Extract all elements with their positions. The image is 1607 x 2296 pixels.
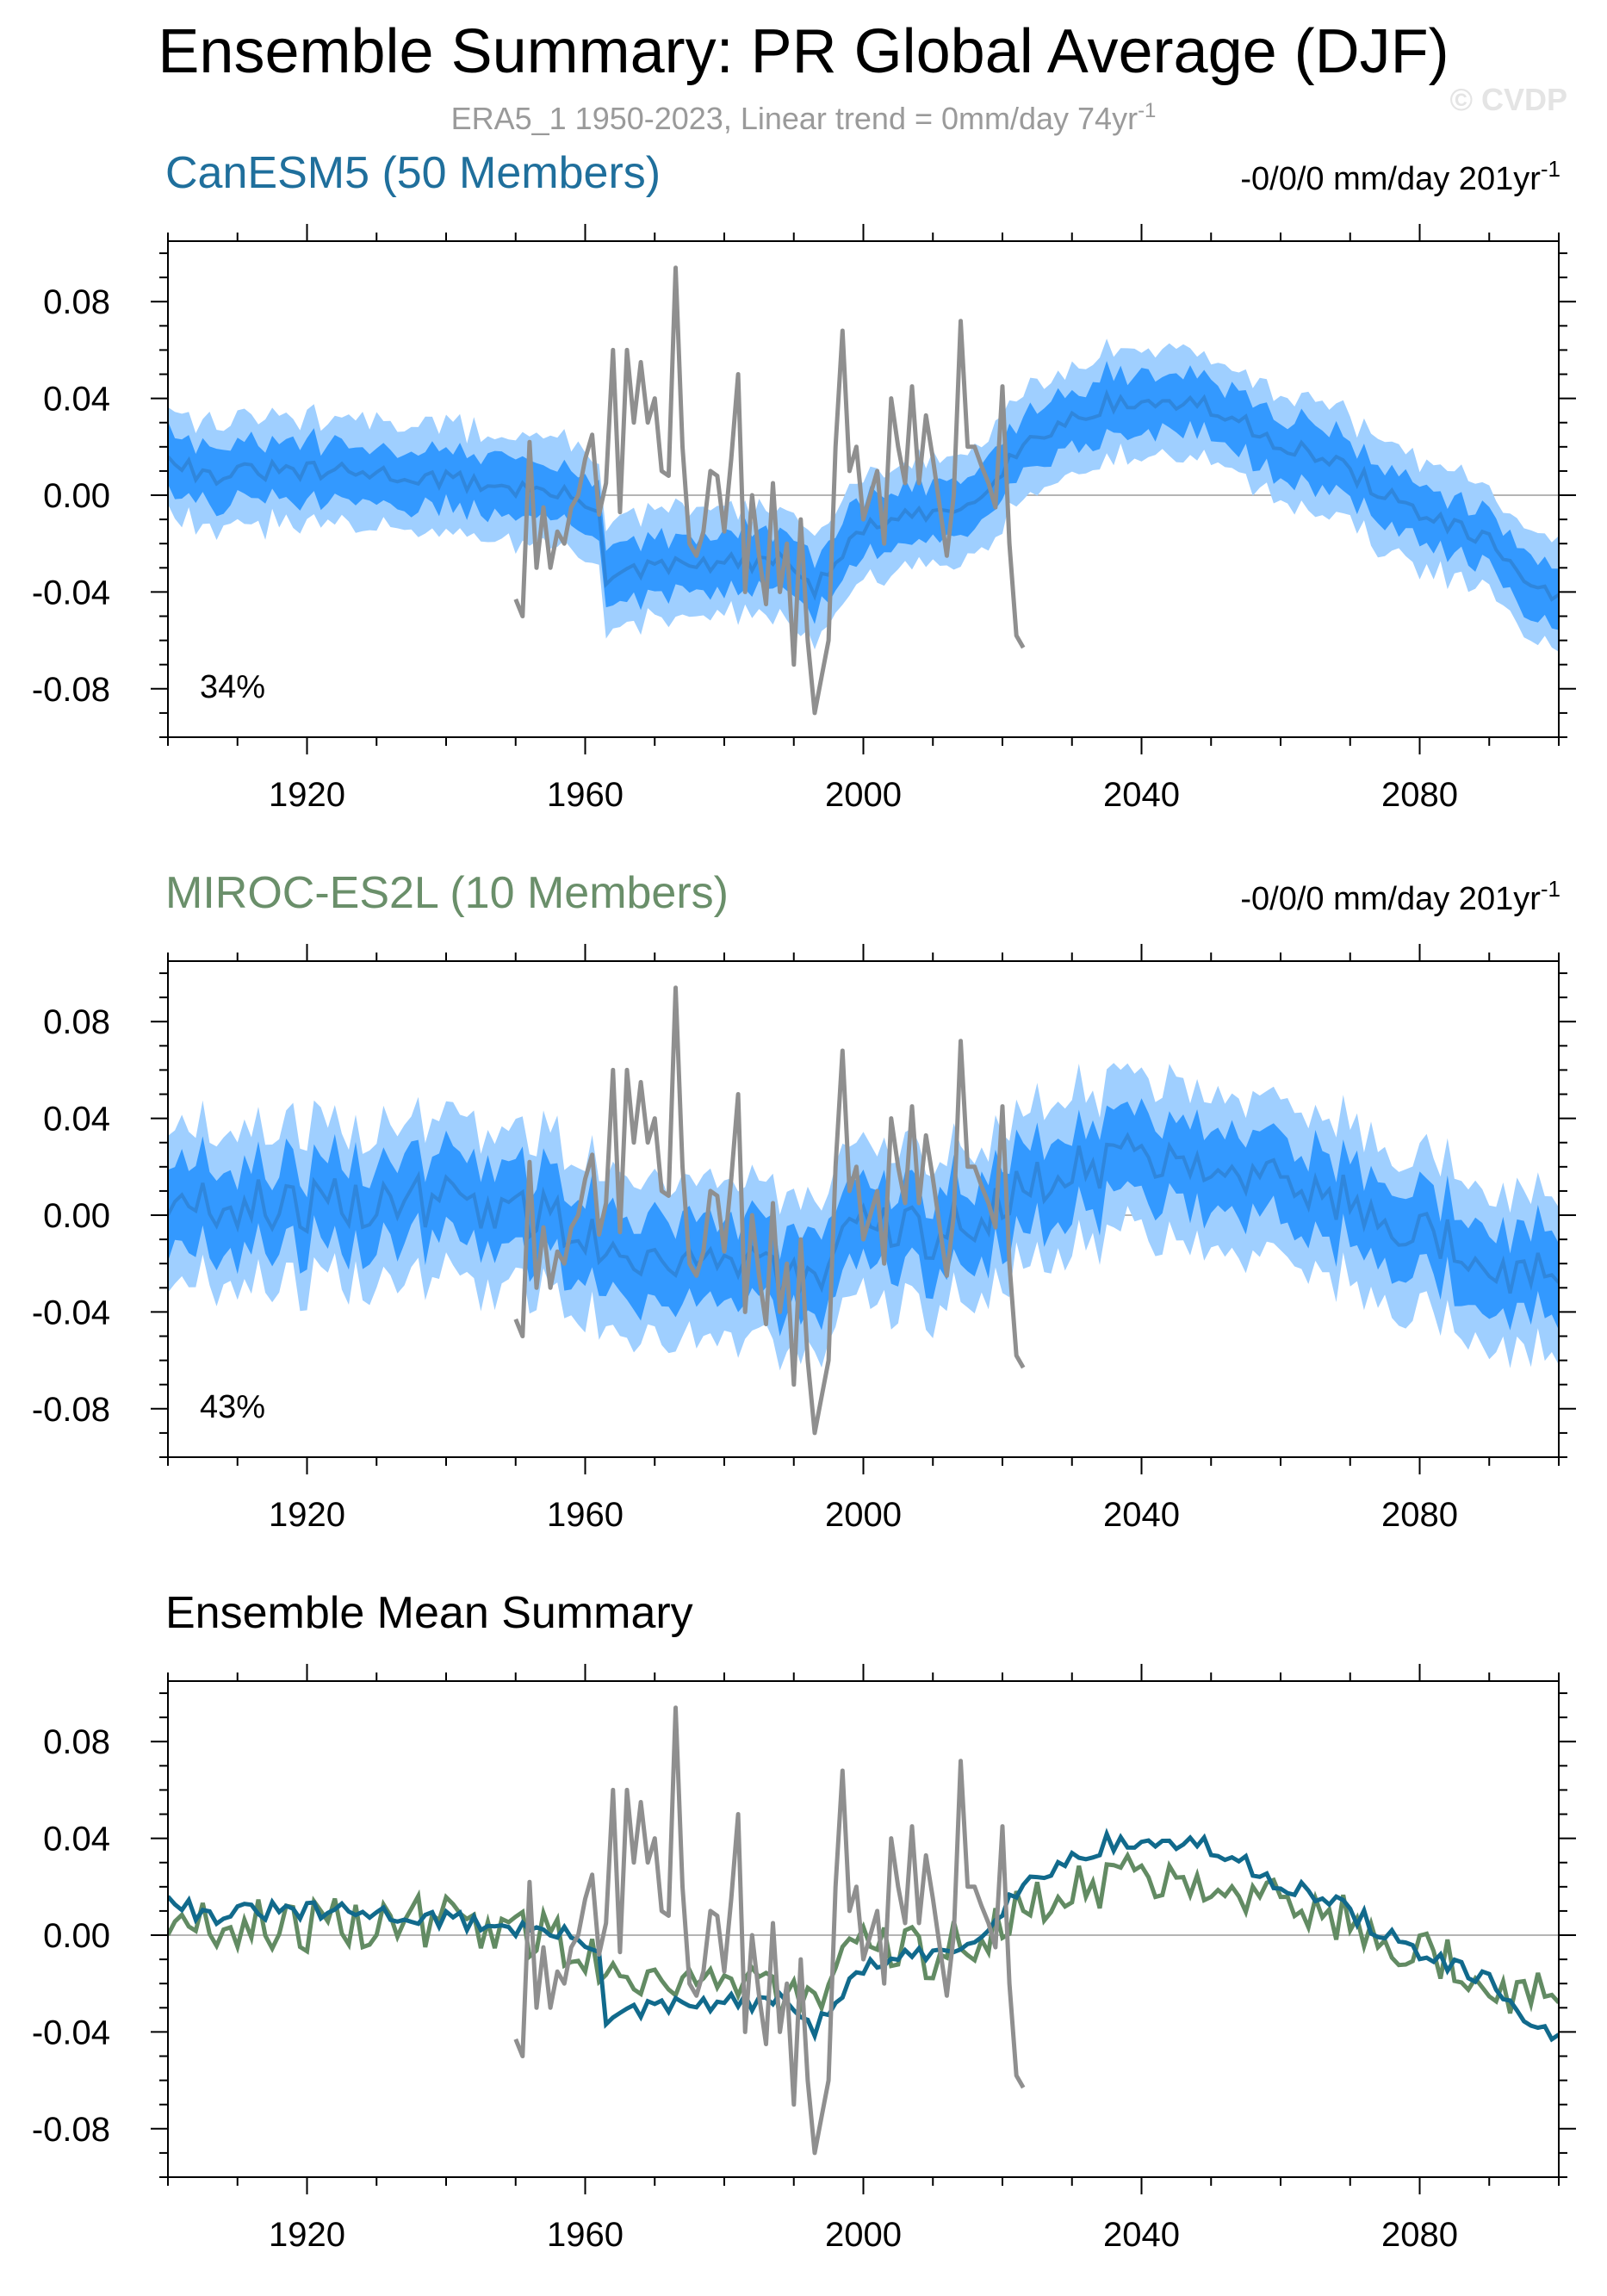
cvdp-watermark: © CVDP: [1449, 82, 1567, 117]
x-tick-label: 2000: [825, 1496, 902, 1534]
y-tick-label: 0.08: [43, 283, 110, 321]
trend-label-superscript: -1: [1541, 876, 1560, 902]
subtitle-superscript: -1: [1138, 99, 1156, 122]
y-tick-label: 0.00: [43, 1197, 110, 1235]
x-tick-label: 1960: [547, 776, 624, 814]
panel-miroc-es2l: MIROC-ES2L (10 Members) -0/0/0 mm/day 201…: [32, 868, 1576, 1534]
canesm5-mean-line: [168, 1827, 1559, 2043]
x-tick-label: 2040: [1103, 2216, 1180, 2254]
y-tick-label: -0.04: [32, 1294, 110, 1331]
x-tick-label: 2080: [1381, 2216, 1458, 2254]
y-tick-label: -0.04: [32, 2014, 110, 2051]
figure-title: Ensemble Summary: PR Global Average (DJF…: [158, 17, 1449, 86]
plot-area: [168, 1705, 1559, 2156]
percent-label: 34%: [200, 669, 265, 705]
y-tick-label: 0.08: [43, 1723, 110, 1761]
obs-era5-line: [513, 1705, 1026, 2156]
y-tick-label: 0.08: [43, 1003, 110, 1041]
x-tick-label: 2040: [1103, 1496, 1180, 1534]
miroc-es2l-mean-line: [168, 1851, 1559, 2018]
panel-title: MIROC-ES2L (10 Members): [165, 868, 729, 918]
panel-title: Ensemble Mean Summary: [165, 1588, 693, 1638]
panel-title: CanESM5 (50 Members): [165, 148, 661, 198]
plot-area: [168, 265, 1559, 716]
trend-label: -0/0/0 mm/day 201yr-1: [1240, 876, 1560, 917]
plot-area: [168, 985, 1559, 1436]
x-tick-label: 1920: [269, 1496, 345, 1534]
x-tick-label: 1960: [547, 2216, 624, 2254]
figure-subtitle: ERA5_1 1950-2023, Linear trend = 0mm/day…: [451, 99, 1157, 136]
x-tick-label: 2040: [1103, 776, 1180, 814]
panel-ensemble-mean-summary: Ensemble Mean Summary 0.08 0.04 0.00 -0.04 -0…: [32, 1588, 1576, 2254]
trend-label-text: -0/0/0 mm/day 201yr: [1240, 161, 1541, 197]
ensemble-mean-line: [168, 388, 1559, 602]
obs-era5-line: [513, 985, 1026, 1436]
x-tick-label: 2080: [1381, 1496, 1458, 1534]
x-tick-label: 1960: [547, 1496, 624, 1534]
y-tick-label: 0.04: [43, 1101, 110, 1139]
panel-canesm5: CanESM5 (50 Members) -0/0/0 mm/day 201yr-…: [32, 148, 1576, 814]
x-tick-label: 1920: [269, 776, 345, 814]
y-tick-label: -0.08: [32, 1391, 110, 1429]
y-tick-label: 0.00: [43, 1917, 110, 1955]
y-tick-label: 0.00: [43, 477, 110, 515]
y-tick-label: 0.04: [43, 1821, 110, 1859]
ensemble-mean-line: [168, 1132, 1559, 1297]
obs-era5-line: [513, 265, 1026, 716]
y-tick-label: -0.08: [32, 671, 110, 709]
percent-label: 43%: [200, 1389, 265, 1425]
x-tick-label: 2000: [825, 776, 902, 814]
x-tick-label: 1920: [269, 2216, 345, 2254]
trend-label-text: -0/0/0 mm/day 201yr: [1240, 881, 1541, 917]
trend-label: -0/0/0 mm/day 201yr-1: [1240, 156, 1560, 197]
y-tick-label: 0.04: [43, 381, 110, 419]
subtitle-main: ERA5_1 1950-2023, Linear trend = 0mm/day…: [451, 101, 1138, 136]
ensemble-spread-inner-band: [168, 361, 1559, 630]
x-tick-label: 2080: [1381, 776, 1458, 814]
x-tick-label: 2000: [825, 2216, 902, 2254]
y-tick-label: -0.04: [32, 574, 110, 611]
trend-label-superscript: -1: [1541, 156, 1560, 182]
y-tick-label: -0.08: [32, 2111, 110, 2149]
